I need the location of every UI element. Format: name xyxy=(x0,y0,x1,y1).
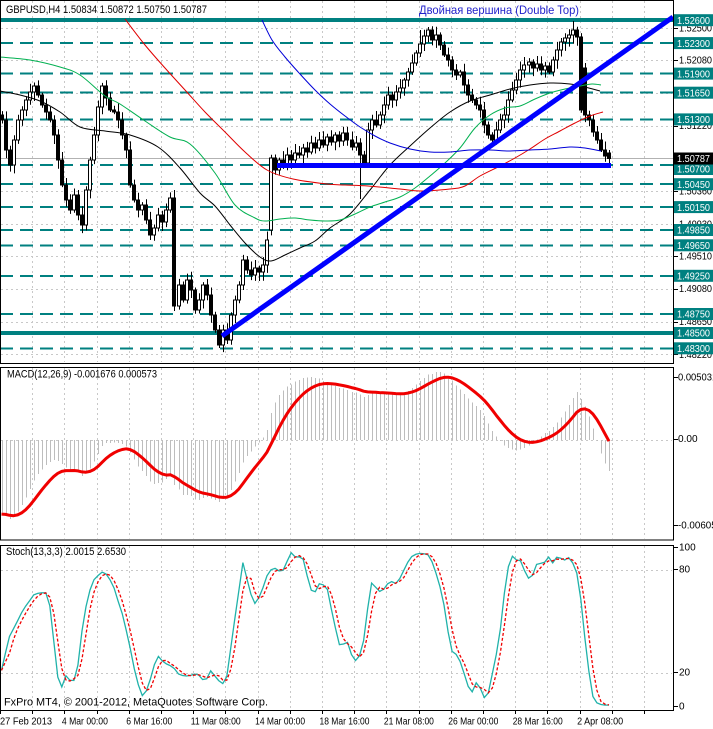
svg-text:1.50450: 1.50450 xyxy=(677,180,710,191)
svg-text:0: 0 xyxy=(679,702,685,713)
svg-text:1.51900: 1.51900 xyxy=(677,69,710,80)
svg-text:2 Apr 08:00: 2 Apr 08:00 xyxy=(577,717,623,728)
svg-text:14 Mar 00:00: 14 Mar 00:00 xyxy=(255,717,305,728)
svg-text:1.48750: 1.48750 xyxy=(677,310,710,321)
svg-text:1.50700: 1.50700 xyxy=(677,165,710,176)
svg-text:4 Mar 00:00: 4 Mar 00:00 xyxy=(62,717,108,728)
svg-text:100: 100 xyxy=(679,543,696,554)
svg-text:1.48300: 1.48300 xyxy=(677,344,710,355)
svg-text:1.50150: 1.50150 xyxy=(677,203,710,214)
svg-text:28 Mar 16:00: 28 Mar 16:00 xyxy=(513,717,563,728)
svg-text:1.49080: 1.49080 xyxy=(679,284,712,295)
svg-text:-0.006052: -0.006052 xyxy=(678,520,713,531)
svg-text:1.49250: 1.49250 xyxy=(677,272,710,283)
svg-text:0.005031: 0.005031 xyxy=(678,373,713,384)
svg-text:MACD(12,26,9) -0.001676 0.0005: MACD(12,26,9) -0.001676 0.000573 xyxy=(7,369,157,381)
svg-text:1.48500: 1.48500 xyxy=(677,329,710,340)
svg-text:1.52600: 1.52600 xyxy=(677,16,710,27)
svg-text:FxPro MT4, © 2001-2012, MetaQu: FxPro MT4, © 2001-2012, MetaQuotes Softw… xyxy=(4,697,268,709)
svg-text:Двойная вершина (Double Top): Двойная вершина (Double Top) xyxy=(419,3,579,17)
svg-text:80: 80 xyxy=(679,565,691,576)
svg-text:0.00: 0.00 xyxy=(678,434,698,445)
svg-text:1.49650: 1.49650 xyxy=(677,241,710,252)
svg-text:1.51220: 1.51220 xyxy=(679,121,712,132)
svg-text:1.52500: 1.52500 xyxy=(679,23,712,34)
svg-text:1.49510: 1.49510 xyxy=(679,252,712,263)
svg-text:27 Feb 2013: 27 Feb 2013 xyxy=(0,717,52,728)
svg-text:Stoch(13,3,3) 2.0015 2.6530: Stoch(13,3,3) 2.0015 2.6530 xyxy=(6,546,126,558)
svg-text:20: 20 xyxy=(679,668,691,679)
svg-text:1.50360: 1.50360 xyxy=(679,187,712,198)
svg-text:18 Mar 16:00: 18 Mar 16:00 xyxy=(320,717,370,728)
svg-text:GBPUSD,H4 1.50834 1.50872 1.5: GBPUSD,H4 1.50834 1.50872 1.50750 1.5078… xyxy=(6,4,207,16)
svg-text:1.52080: 1.52080 xyxy=(679,55,712,66)
svg-text:26 Mar 00:00: 26 Mar 00:00 xyxy=(448,717,498,728)
svg-text:1.52300: 1.52300 xyxy=(677,39,710,50)
svg-text:1.51300: 1.51300 xyxy=(677,115,710,126)
svg-text:11 Mar 08:00: 11 Mar 08:00 xyxy=(191,717,241,728)
svg-text:1.48650: 1.48650 xyxy=(679,317,712,328)
svg-text:6 Mar 16:00: 6 Mar 16:00 xyxy=(126,717,172,728)
svg-text:1.50787: 1.50787 xyxy=(677,154,710,165)
svg-text:1.51650: 1.51650 xyxy=(677,88,710,99)
svg-text:1.49850: 1.49850 xyxy=(677,226,710,237)
svg-text:1.48220: 1.48220 xyxy=(679,350,712,361)
svg-text:21 Mar 08:00: 21 Mar 08:00 xyxy=(384,717,434,728)
